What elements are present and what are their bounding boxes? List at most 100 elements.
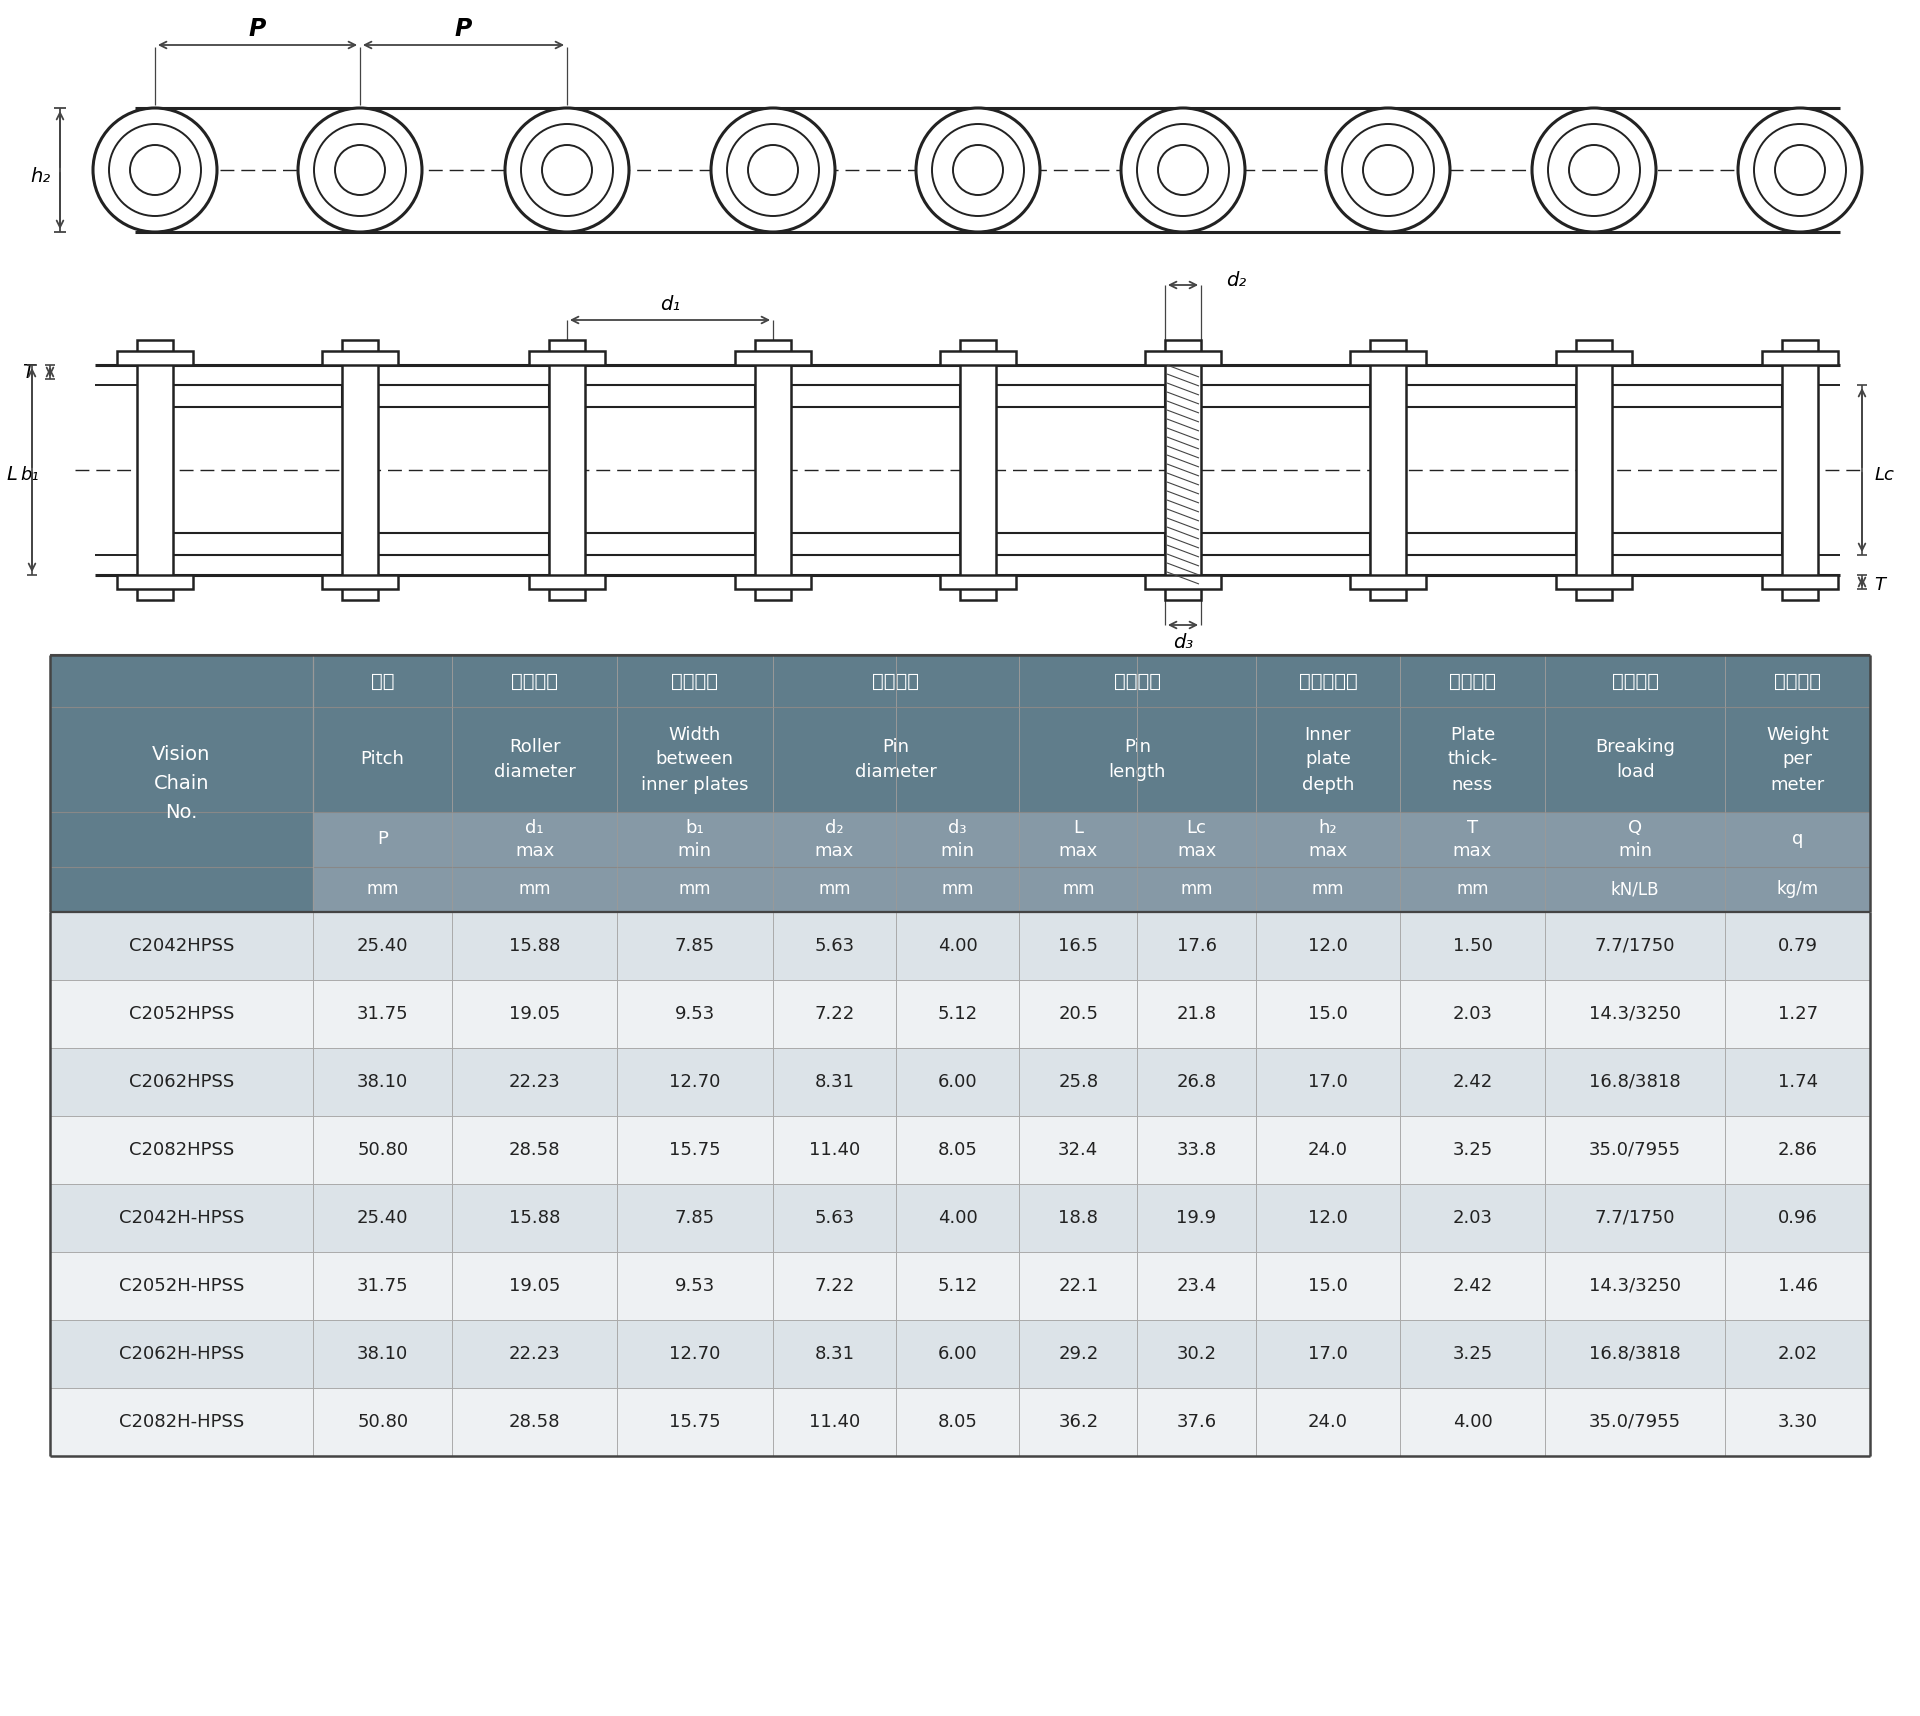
Bar — [453, 911, 616, 980]
Bar — [1256, 1253, 1400, 1320]
Bar — [323, 352, 397, 366]
Ellipse shape — [931, 124, 1023, 216]
Text: 21.8: 21.8 — [1177, 1006, 1217, 1023]
Text: 22.1: 22.1 — [1058, 1277, 1098, 1296]
Text: 23.4: 23.4 — [1177, 1277, 1217, 1296]
Ellipse shape — [109, 124, 202, 216]
Ellipse shape — [334, 144, 386, 196]
Text: mm: mm — [1181, 880, 1213, 899]
Bar — [1546, 1320, 1726, 1388]
Bar — [1405, 384, 1576, 407]
Text: mm: mm — [518, 880, 551, 899]
Text: 38.10: 38.10 — [357, 1345, 409, 1363]
Text: Q
min: Q min — [1619, 820, 1651, 860]
Bar — [313, 911, 453, 980]
Text: C2062HPSS: C2062HPSS — [129, 1072, 234, 1091]
Bar — [313, 656, 453, 707]
Bar — [50, 911, 313, 980]
Bar — [1546, 1388, 1726, 1455]
Text: 4.00: 4.00 — [937, 937, 977, 956]
Bar — [1726, 1184, 1870, 1253]
Text: 29.2: 29.2 — [1058, 1345, 1098, 1363]
Bar — [1546, 911, 1726, 980]
Bar — [1144, 352, 1221, 366]
Bar — [453, 1115, 616, 1184]
Bar — [772, 867, 897, 911]
Text: 50.80: 50.80 — [357, 1141, 409, 1158]
Bar — [616, 1115, 772, 1184]
Text: kg/m: kg/m — [1776, 880, 1818, 899]
Bar — [616, 1253, 772, 1320]
Text: 32.4: 32.4 — [1058, 1141, 1098, 1158]
Bar — [772, 812, 897, 867]
Ellipse shape — [520, 124, 612, 216]
Text: 30.2: 30.2 — [1177, 1345, 1217, 1363]
Text: P: P — [248, 17, 265, 41]
Text: h₂
max: h₂ max — [1308, 820, 1348, 860]
Text: 28.58: 28.58 — [509, 1141, 561, 1158]
Text: 销轴长度: 销轴长度 — [1114, 671, 1162, 690]
Bar — [1020, 1115, 1137, 1184]
Bar — [50, 1253, 313, 1320]
Bar — [1400, 1320, 1546, 1388]
Ellipse shape — [541, 144, 591, 196]
Bar — [1020, 1184, 1137, 1253]
Bar — [996, 384, 1165, 407]
Bar — [342, 340, 378, 601]
Bar — [1020, 911, 1137, 980]
Text: T: T — [21, 362, 35, 381]
Bar — [1546, 1184, 1726, 1253]
Bar — [1256, 867, 1400, 911]
Bar — [313, 812, 453, 867]
Bar — [1726, 911, 1870, 980]
Bar — [897, 812, 1020, 867]
Bar — [50, 1115, 313, 1184]
Bar — [1137, 1320, 1256, 1388]
Bar — [1546, 1253, 1726, 1320]
Text: 24.0: 24.0 — [1308, 1412, 1348, 1431]
Text: Pin
length: Pin length — [1108, 738, 1165, 781]
Text: 24.0: 24.0 — [1308, 1141, 1348, 1158]
Text: C2082H-HPSS: C2082H-HPSS — [119, 1412, 244, 1431]
Ellipse shape — [1774, 144, 1826, 196]
Text: 7.85: 7.85 — [674, 1210, 714, 1227]
Bar — [1020, 1320, 1137, 1388]
Text: T: T — [1874, 577, 1885, 594]
Bar — [735, 352, 810, 366]
Bar — [1256, 980, 1400, 1048]
Text: C2062H-HPSS: C2062H-HPSS — [119, 1345, 244, 1363]
Bar — [772, 1388, 897, 1455]
Bar — [1350, 575, 1427, 589]
Bar — [117, 575, 194, 589]
Text: 14.3/3250: 14.3/3250 — [1590, 1277, 1682, 1296]
Bar — [791, 384, 960, 407]
Text: C2052HPSS: C2052HPSS — [129, 1006, 234, 1023]
Text: 8.05: 8.05 — [937, 1141, 977, 1158]
Text: 12.0: 12.0 — [1308, 937, 1348, 956]
Text: P: P — [455, 17, 472, 41]
Ellipse shape — [1327, 108, 1450, 232]
Text: 6.00: 6.00 — [937, 1072, 977, 1091]
Text: P: P — [376, 831, 388, 848]
Text: C2082HPSS: C2082HPSS — [129, 1141, 234, 1158]
Text: 19.05: 19.05 — [509, 1277, 561, 1296]
Bar — [1546, 980, 1726, 1048]
Text: 8.31: 8.31 — [814, 1345, 854, 1363]
Bar — [1020, 1253, 1137, 1320]
Bar — [1546, 812, 1726, 867]
Text: 2.03: 2.03 — [1453, 1210, 1492, 1227]
Bar — [1144, 575, 1221, 589]
Bar — [586, 534, 755, 554]
Text: 滚子直径: 滚子直径 — [511, 671, 559, 690]
Bar — [772, 1115, 897, 1184]
Bar — [1256, 1388, 1400, 1455]
Bar — [136, 340, 173, 601]
Bar — [1400, 1184, 1546, 1253]
Bar — [1555, 352, 1632, 366]
Bar — [1350, 352, 1427, 366]
Bar — [616, 911, 772, 980]
Text: 15.88: 15.88 — [509, 937, 561, 956]
Bar — [755, 340, 791, 601]
Bar — [378, 534, 549, 554]
Bar — [616, 656, 772, 707]
